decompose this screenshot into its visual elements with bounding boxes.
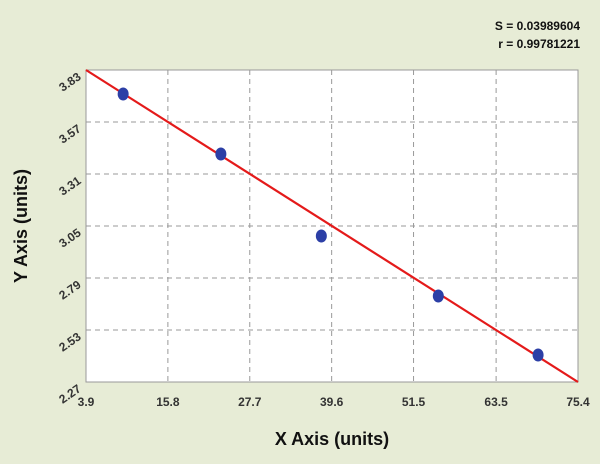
data-point	[432, 289, 444, 303]
y-tick-label: 3.83	[56, 69, 83, 94]
y-tick-label: 2.79	[56, 277, 83, 302]
annotation: r = 0.99781221	[498, 37, 580, 51]
y-tick-label: 3.05	[56, 225, 83, 250]
annotation: S = 0.03989604	[495, 19, 580, 33]
data-point	[315, 229, 327, 243]
x-tick-label: 27.7	[238, 395, 262, 409]
x-tick-label: 51.5	[402, 395, 426, 409]
x-tick-label: 39.6	[320, 395, 344, 409]
y-tick-label: 3.57	[56, 121, 83, 146]
y-tick-label: 3.31	[56, 173, 83, 198]
fit-line	[85, 69, 579, 383]
x-tick-label: 3.9	[78, 395, 95, 409]
x-tick-label: 75.4	[566, 395, 590, 409]
data-point	[532, 348, 544, 362]
y-tick-label: 2.53	[56, 329, 83, 354]
data-point	[215, 147, 227, 161]
x-tick-label: 63.5	[484, 395, 508, 409]
x-axis-title: X Axis (units)	[275, 429, 389, 449]
x-tick-label: 15.8	[156, 395, 180, 409]
y-axis-title: Y Axis (units)	[11, 169, 31, 283]
data-point	[117, 87, 129, 101]
